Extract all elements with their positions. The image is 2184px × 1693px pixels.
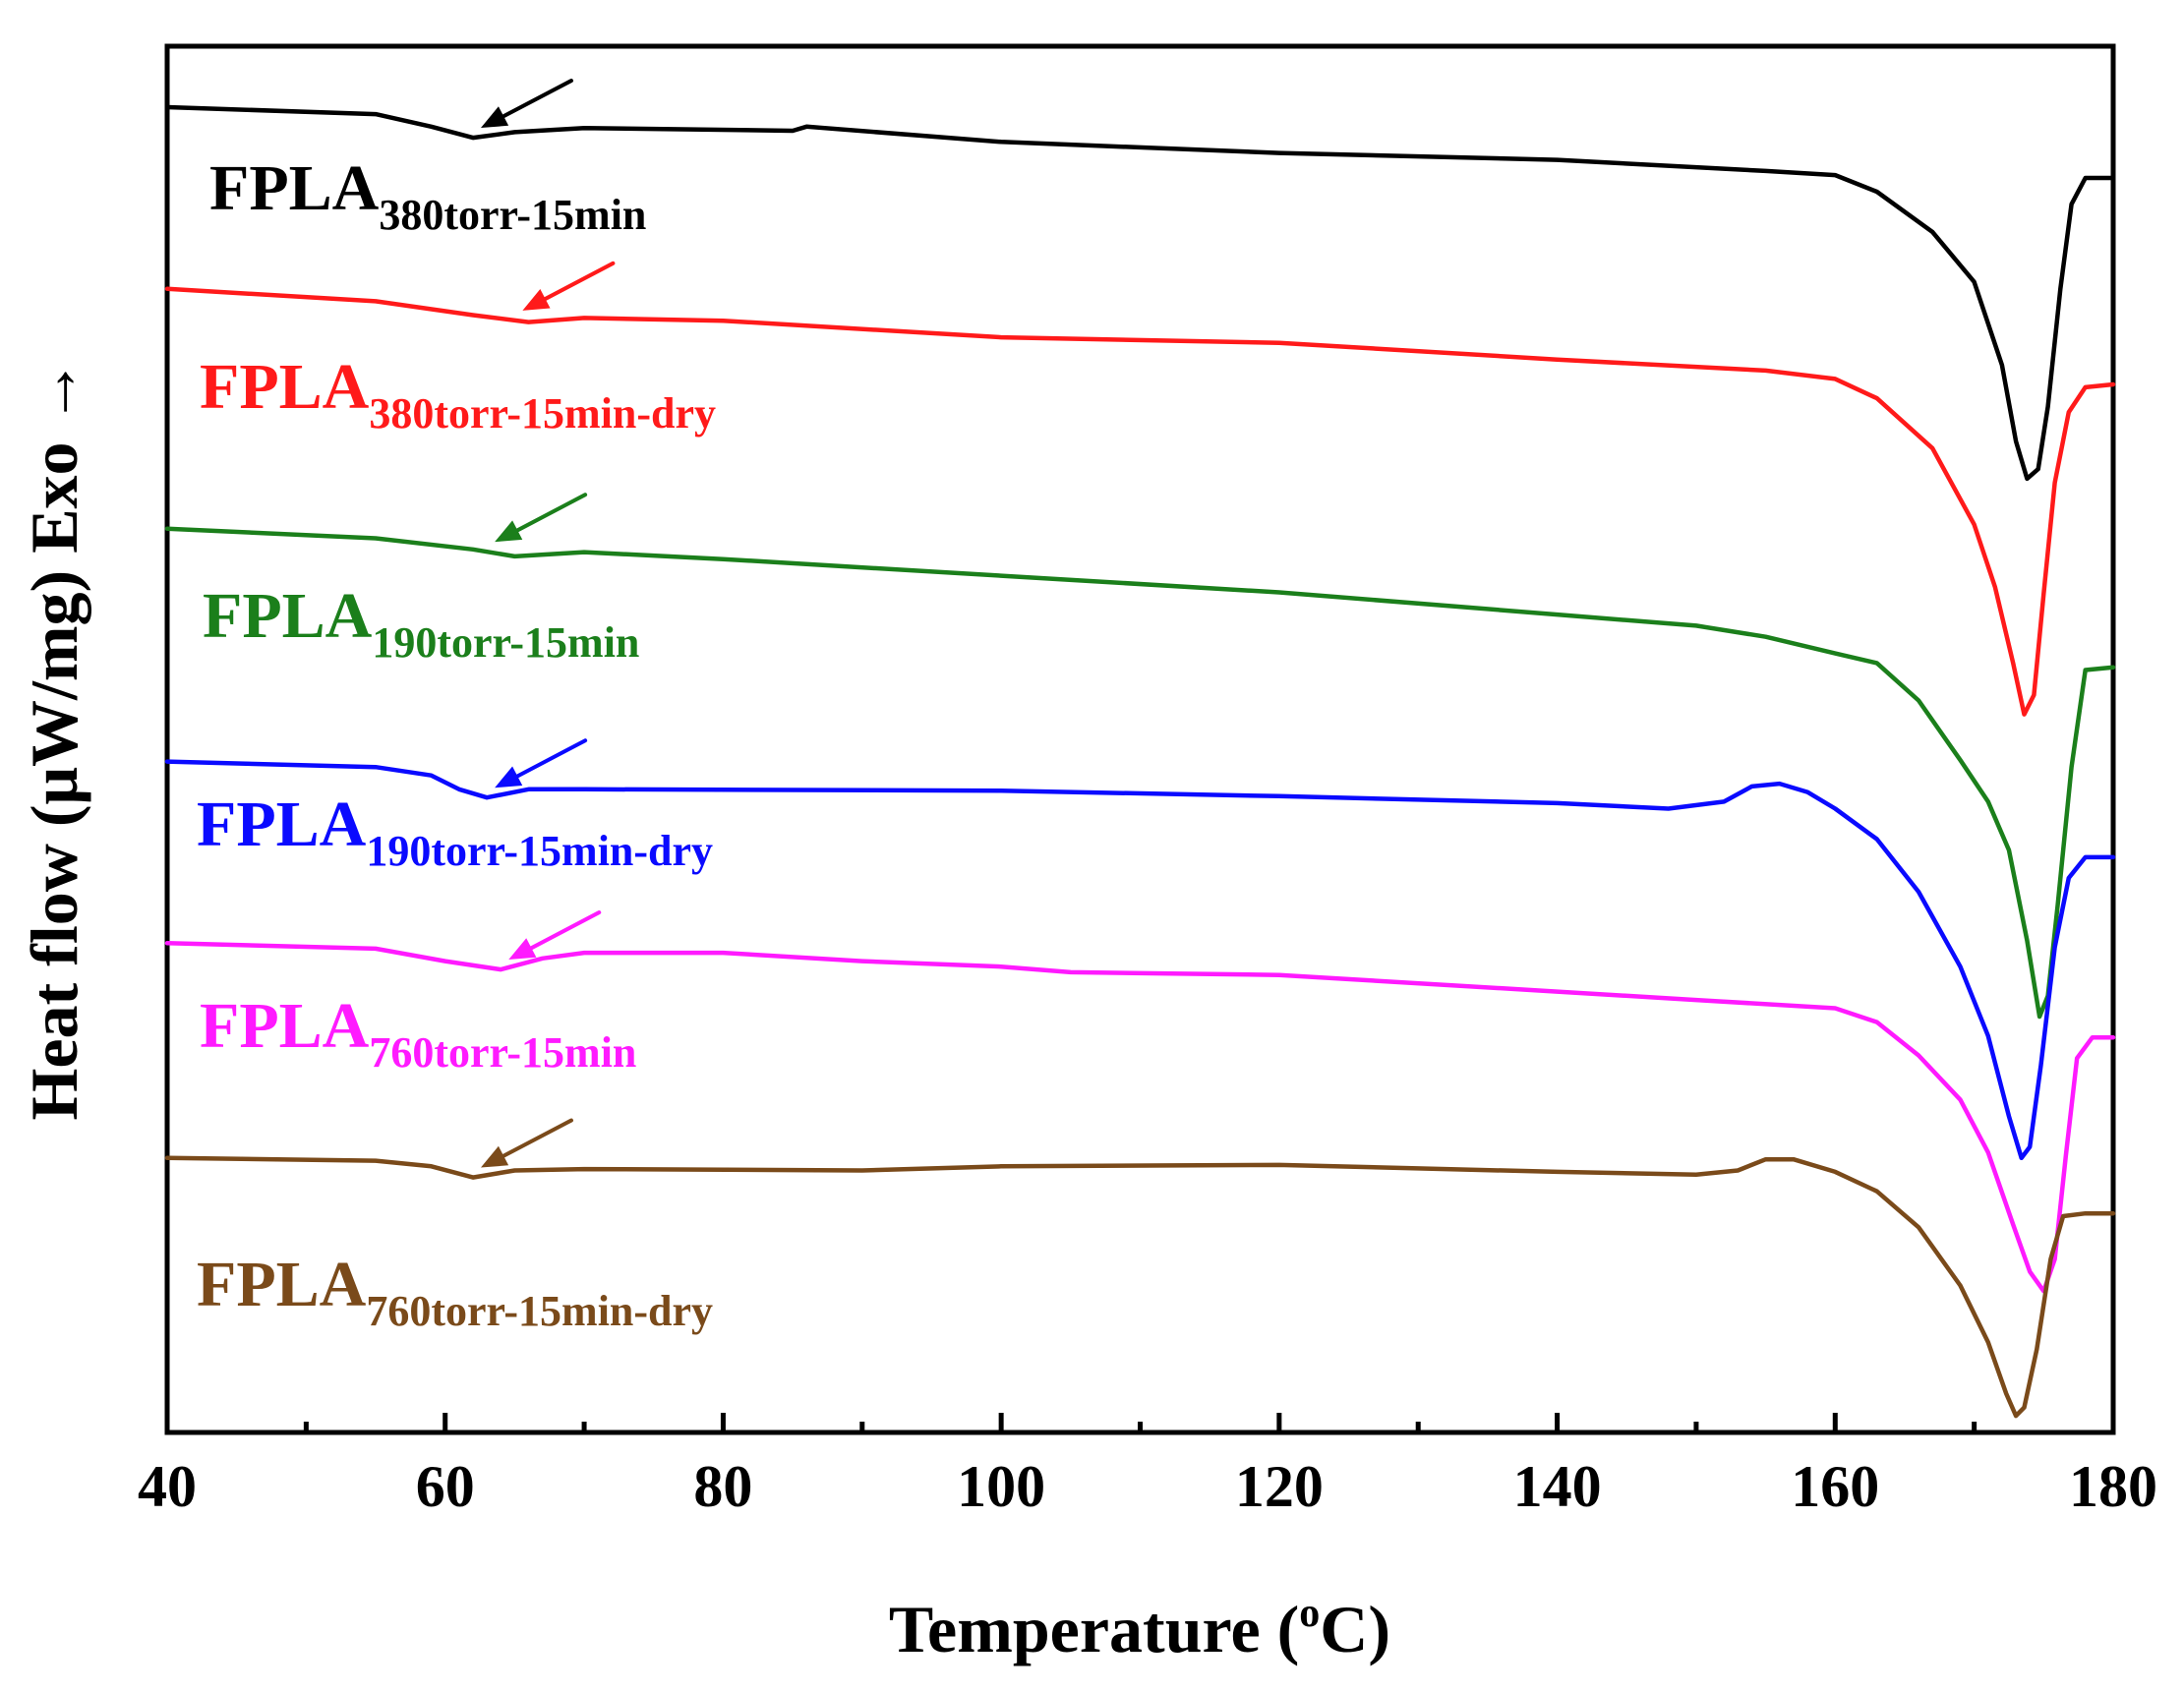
x-tick-label-180: 180 xyxy=(2069,1454,2157,1519)
series-label-6: FPLA760torr-15min-dry xyxy=(197,1249,713,1335)
y-axis-title: Heat flow (μW/mg) Exo → xyxy=(17,358,91,1120)
series-label-4: FPLA190torr-15min-dry xyxy=(197,788,713,875)
tg-arrow-3 xyxy=(506,493,588,538)
series-label-1: FPLA380torr-15min xyxy=(209,152,646,239)
series-group xyxy=(164,104,2116,1419)
x-tick-label-160: 160 xyxy=(1791,1454,1879,1519)
x-tick-label-100: 100 xyxy=(957,1454,1045,1519)
series-line-3 xyxy=(164,526,2116,1020)
series-label-2: FPLA380torr-15min-dry xyxy=(200,351,716,438)
tg-arrows xyxy=(480,79,616,1168)
tg-arrow-4 xyxy=(506,738,588,784)
series-line-4 xyxy=(164,759,2116,1161)
x-tick-label-40: 40 xyxy=(138,1454,197,1519)
series-line-1 xyxy=(164,104,2116,482)
tg-arrow-head-6 xyxy=(480,1145,509,1168)
x-tick-label-140: 140 xyxy=(1513,1454,1602,1519)
x-tick-label-80: 80 xyxy=(693,1454,752,1519)
series-labels: FPLA380torr-15min FPLA380torr-15min-dry FP… xyxy=(197,152,716,1335)
tg-arrow-head-5 xyxy=(508,938,537,961)
tg-arrow-5 xyxy=(520,910,602,956)
x-tick-label-120: 120 xyxy=(1235,1454,1324,1519)
tg-arrow-head-1 xyxy=(480,106,509,129)
x-tick-label-60: 60 xyxy=(416,1454,475,1519)
tg-arrow-head-2 xyxy=(522,289,551,311)
plot-frame xyxy=(164,43,2116,1435)
x-axis-tick-labels: 40 60 80 100 120 140 160 180 xyxy=(138,1454,2157,1519)
series-label-5: FPLA760torr-15min xyxy=(200,990,636,1077)
x-axis-title: Temperature (oC) xyxy=(889,1591,1390,1666)
series-label-3: FPLA190torr-15min xyxy=(203,580,639,667)
tg-arrow-6 xyxy=(492,1118,573,1163)
tg-arrow-1 xyxy=(492,79,573,124)
series-line-5 xyxy=(164,941,2116,1294)
tg-arrow-head-3 xyxy=(495,520,523,543)
tg-arrow-head-4 xyxy=(495,766,523,788)
series-line-2 xyxy=(164,286,2116,717)
series-line-6 xyxy=(164,1155,2116,1419)
x-axis-ticks xyxy=(164,1413,2116,1432)
tg-arrow-2 xyxy=(534,261,616,306)
